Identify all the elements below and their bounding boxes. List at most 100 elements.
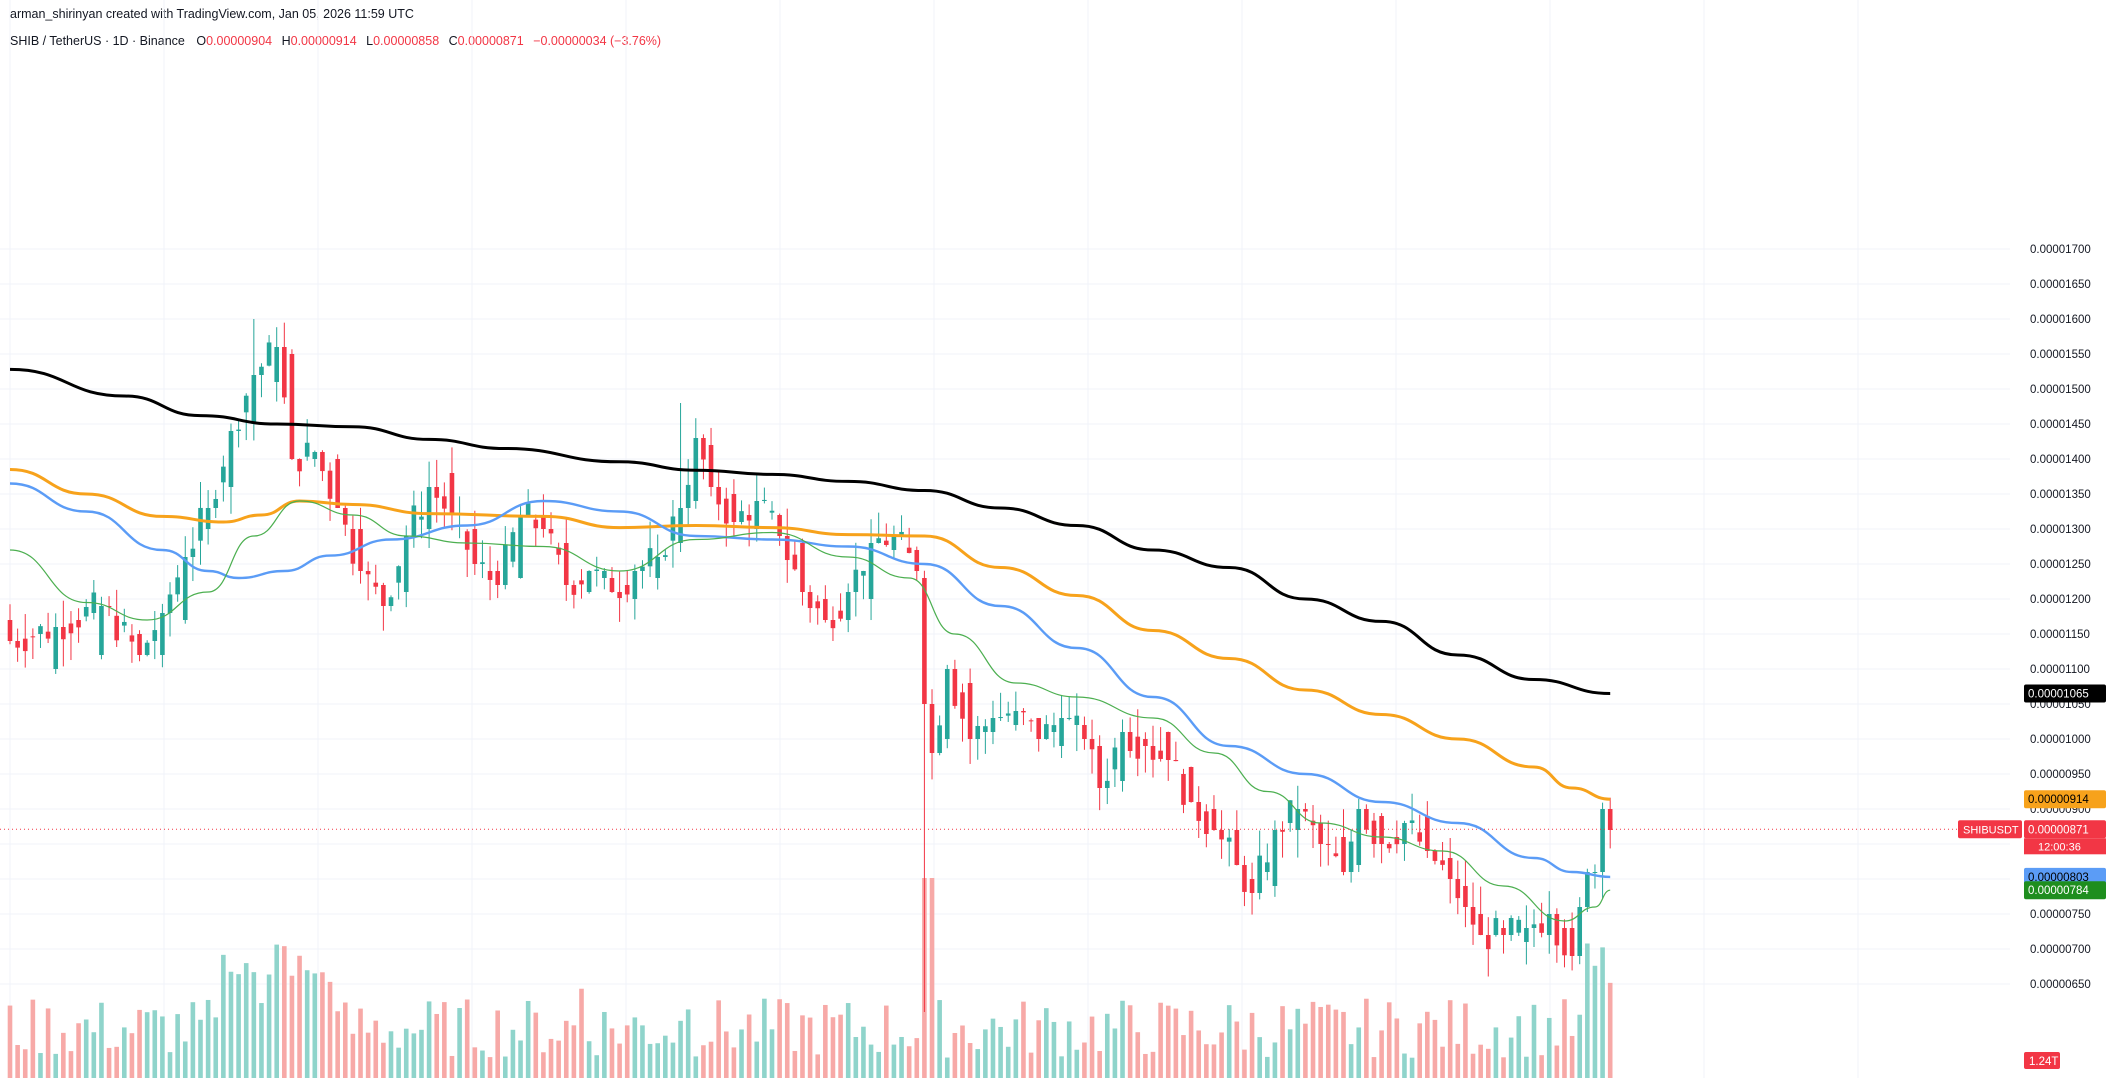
candle-body: [1607, 809, 1613, 830]
volume-bar: [182, 1041, 188, 1078]
volume-bar: [1280, 1006, 1285, 1078]
volume-bar: [190, 1002, 196, 1078]
volume-bar: [289, 975, 295, 1078]
candle-body: [396, 566, 401, 583]
candle-body: [1013, 711, 1019, 725]
ma200-line: [9, 367, 1611, 695]
volume-bar: [1272, 1042, 1278, 1078]
price-axis[interactable]: 0.00001700 0.00001650 0.00001600 0.00001550…: [2030, 244, 2091, 991]
volume-bar: [1249, 1012, 1255, 1078]
candle-body: [190, 548, 196, 557]
low-label: L: [366, 34, 374, 48]
candle-body: [15, 641, 20, 648]
volume-bar: [983, 1029, 988, 1078]
candle-body: [967, 683, 973, 739]
candle-body: [1226, 837, 1232, 842]
price-label-bg: [2024, 790, 2106, 809]
volume-bar: [251, 972, 257, 1078]
candle-body: [1005, 713, 1011, 716]
candle-body: [632, 571, 638, 599]
candle-body: [99, 606, 104, 655]
candle-body: [1348, 841, 1354, 872]
candle-body: [708, 445, 714, 487]
candle-body: [1379, 816, 1384, 844]
candle-body: [1478, 914, 1483, 935]
candle-body: [213, 498, 219, 508]
volume-bar: [944, 1057, 950, 1078]
candle-body: [137, 634, 142, 655]
candle-body: [228, 431, 234, 487]
volume-bar: [1600, 947, 1605, 1078]
volume-bar: [1059, 1056, 1064, 1078]
candle-body: [1516, 919, 1522, 933]
candle-body: [1036, 718, 1041, 739]
candle-body: [1310, 820, 1316, 826]
candle-body: [1333, 853, 1339, 857]
candle-body: [1211, 809, 1217, 830]
symbol-title[interactable]: SHIB / TetherUS · 1D · Binance: [10, 34, 185, 48]
candle-body: [1562, 928, 1567, 956]
candle-body: [1440, 860, 1445, 865]
volume-bar: [1303, 1023, 1308, 1078]
candle-body: [1196, 802, 1202, 821]
candle-body: [243, 395, 249, 413]
volume-bar: [1242, 1049, 1247, 1078]
candle-body: [525, 503, 531, 515]
volume-bar: [1181, 1035, 1186, 1078]
candle-body: [1287, 800, 1293, 823]
candle-body: [784, 536, 790, 561]
volume-bar: [899, 1036, 904, 1078]
candle-body: [937, 725, 942, 753]
candlesticks: [7, 319, 1613, 1012]
volume-bar: [228, 971, 234, 1078]
volume-bar: [45, 1008, 51, 1078]
volume-bars: [7, 878, 1613, 1078]
volume-bar: [815, 1054, 821, 1078]
volume-bar: [1402, 1053, 1407, 1078]
volume-bar: [1074, 1049, 1080, 1078]
candle-body: [876, 538, 881, 543]
candle-body: [823, 599, 828, 620]
candle-body: [1402, 823, 1407, 844]
volume-bar: [61, 1032, 66, 1078]
price-label-value: 0.00001065: [2028, 689, 2089, 701]
volume-bar: [1394, 1018, 1400, 1078]
open-value: 0.00000904: [206, 34, 273, 48]
candle-body: [1135, 736, 1141, 759]
price-label-bg: [2024, 684, 2106, 703]
volume-bar: [1150, 1051, 1156, 1078]
ma20-line: [9, 500, 1611, 922]
volume-bar: [1219, 1032, 1224, 1078]
candle-body: [830, 620, 836, 629]
volume-bar: [533, 1012, 539, 1078]
candle-body: [1219, 830, 1224, 840]
candle-body: [358, 529, 363, 571]
volume-bar: [472, 1047, 478, 1078]
volume-bar: [723, 1031, 729, 1078]
candle-body: [1082, 725, 1087, 739]
volume-bar: [1409, 1057, 1415, 1078]
volume-bar: [579, 988, 584, 1078]
volume-bar: [1295, 1008, 1301, 1078]
volume-bar: [594, 1055, 600, 1078]
candle-body: [434, 487, 440, 498]
candle-body: [647, 548, 653, 567]
candle-body: [403, 536, 409, 592]
candle-body: [1104, 780, 1110, 788]
candle-body: [1028, 720, 1034, 722]
candle-body: [152, 630, 158, 641]
volume-bar: [122, 1027, 127, 1078]
volume-bar: [1364, 998, 1369, 1078]
candle-body: [1539, 923, 1544, 933]
volume-bar: [221, 954, 226, 1078]
candle-body: [663, 555, 668, 557]
candle-body: [1143, 739, 1148, 746]
candle-body: [845, 592, 851, 620]
volume-bar: [1516, 1016, 1522, 1078]
volume-bar: [320, 972, 325, 1078]
candle-body: [1569, 928, 1575, 956]
volume-bar: [685, 1009, 691, 1078]
candle-body: [274, 347, 279, 382]
volume-bar: [1539, 1055, 1544, 1078]
